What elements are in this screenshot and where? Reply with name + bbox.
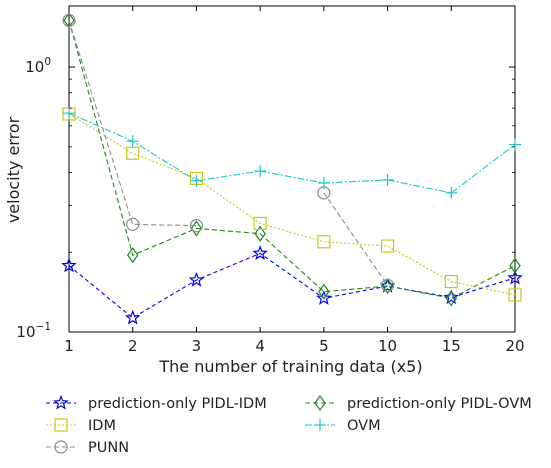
legend-label: IDM xyxy=(88,418,116,434)
series-layer xyxy=(61,12,523,325)
series-line xyxy=(68,112,516,194)
data-point xyxy=(189,219,204,233)
legend: prediction-only PIDL-IDM prediction-only … xyxy=(46,394,532,456)
x-tick-label: 5 xyxy=(319,337,329,355)
data-point xyxy=(126,135,139,148)
legend-label: prediction-only PIDL-OVM xyxy=(347,396,532,412)
series-idm xyxy=(62,107,522,302)
series-line xyxy=(68,20,516,299)
axes-layer: 1 2 3 4 5 10 15 20 10−1 100 xyxy=(16,6,525,355)
series-line xyxy=(68,113,516,296)
plot-area xyxy=(68,5,516,333)
data-point xyxy=(316,290,332,305)
data-point xyxy=(63,107,75,120)
legend-entry-prediction-only-pidl-ovm: prediction-only PIDL-OVM xyxy=(305,394,532,412)
x-tick-label: 15 xyxy=(442,337,461,355)
data-point xyxy=(252,245,268,261)
data-point xyxy=(445,290,458,307)
series-ovm xyxy=(63,107,521,199)
x-tick-label: 1 xyxy=(64,337,74,355)
series-line xyxy=(68,252,516,319)
series-line xyxy=(68,20,197,227)
y-tick-label: 100 xyxy=(25,56,51,76)
data-point xyxy=(509,138,521,151)
legend-entry-ovm: OVM xyxy=(305,418,381,434)
y-axis-label: velocity error xyxy=(4,116,23,223)
legend-label: OVM xyxy=(347,418,381,434)
data-point xyxy=(62,13,76,28)
legend-label: PUNN xyxy=(88,440,129,456)
data-point xyxy=(317,186,331,200)
x-tick-label: 4 xyxy=(255,337,265,355)
legend-marker xyxy=(53,394,69,410)
data-point xyxy=(507,269,523,285)
x-tick-label: 20 xyxy=(505,337,524,355)
data-point xyxy=(126,247,139,264)
data-point xyxy=(379,277,396,293)
legend-entry-punn: PUNN xyxy=(46,440,129,456)
y-tick-label: 10−1 xyxy=(16,321,51,341)
x-tick-label: 10 xyxy=(378,337,397,355)
data-point xyxy=(190,174,203,187)
data-point xyxy=(63,12,75,29)
data-point xyxy=(126,217,140,231)
series-line xyxy=(323,192,389,286)
data-point xyxy=(381,173,394,186)
legend-entry-idm: IDM xyxy=(46,418,116,434)
legend-label: prediction-only PIDL-IDM xyxy=(88,396,267,412)
x-axis-label: The number of training data (x5) xyxy=(158,357,422,376)
data-point xyxy=(380,278,395,292)
legend-marker xyxy=(314,419,326,431)
x-tick-label: 2 xyxy=(128,337,138,355)
data-point xyxy=(444,274,458,289)
data-point xyxy=(124,309,141,325)
series-punn xyxy=(62,13,395,292)
data-point xyxy=(253,216,267,230)
data-point xyxy=(254,165,267,178)
plot-frame-border xyxy=(68,5,516,333)
series-prediction-only-pidl-idm xyxy=(61,245,523,325)
legend-marker xyxy=(314,394,326,412)
data-point xyxy=(61,257,77,273)
data-point xyxy=(380,239,395,253)
data-point xyxy=(317,235,331,249)
data-point xyxy=(508,288,522,302)
data-point xyxy=(126,146,140,160)
data-point xyxy=(188,271,205,287)
legend-marker xyxy=(54,440,68,454)
legend-marker xyxy=(54,418,68,432)
data-point xyxy=(318,283,330,300)
data-point xyxy=(254,225,266,242)
data-point xyxy=(445,186,458,199)
data-point xyxy=(509,257,521,274)
data-point xyxy=(381,278,394,295)
x-tick-label: 3 xyxy=(192,337,202,355)
legend-entry-prediction-only-pidl-idm: prediction-only PIDL-IDM xyxy=(46,394,267,412)
